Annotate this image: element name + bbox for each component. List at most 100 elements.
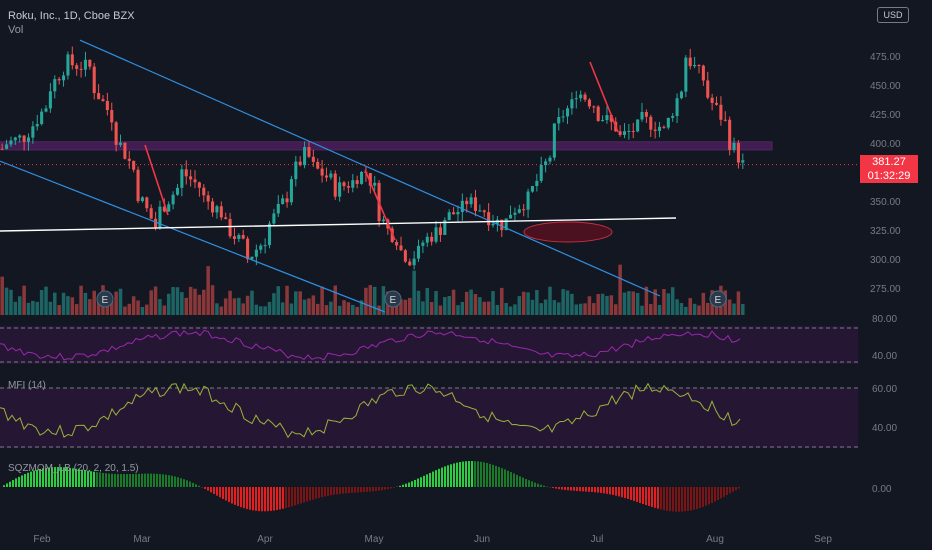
sqz-bar: [711, 487, 713, 504]
sqz-bar: [411, 481, 413, 487]
candle-body: [57, 79, 61, 81]
candle-body: [22, 135, 26, 142]
sqz-bar: [15, 478, 17, 487]
sqz-bar: [132, 473, 134, 487]
volume-bar: [425, 287, 430, 315]
candle-body: [666, 117, 670, 128]
candle-body: [557, 116, 561, 124]
rsi-pane-band: [0, 326, 858, 364]
candle-body: [408, 261, 412, 266]
x-tick-label: Aug: [706, 534, 724, 545]
x-tick-label: Mar: [133, 534, 151, 545]
volume-bar: [197, 294, 202, 315]
candle-body: [465, 200, 469, 205]
candle-body: [189, 176, 193, 180]
x-tick-label: Jul: [591, 534, 604, 545]
volume-bar: [219, 306, 224, 315]
sqz-bar: [51, 467, 53, 487]
sqz-bar: [516, 474, 518, 487]
volume-bar: [618, 264, 622, 315]
volume-bar: [145, 304, 149, 315]
candle-body: [118, 142, 123, 145]
sqz-bar: [237, 487, 239, 507]
sqz-bar: [573, 487, 575, 491]
volume-bar: [574, 304, 579, 315]
sqz-bar: [708, 487, 710, 505]
volume-bar: [48, 301, 53, 315]
sqz-bar: [360, 487, 362, 493]
candle-body: [228, 219, 232, 237]
volume-bar: [653, 289, 657, 315]
resistance-zone: [0, 141, 773, 151]
candle-body: [631, 130, 635, 132]
sqz-bar: [72, 468, 74, 487]
candle-body: [530, 186, 534, 192]
sqz-bar: [264, 487, 266, 512]
sqz-bar: [597, 487, 599, 493]
sqz-bar: [627, 487, 629, 500]
sqz-bar: [393, 487, 395, 488]
sqz-bar: [357, 487, 359, 493]
sqz-bar: [285, 487, 287, 509]
sqz-bar: [474, 461, 476, 487]
sqz-bar: [510, 472, 512, 487]
candle-body: [263, 245, 267, 247]
candle-body: [443, 220, 447, 235]
candle-body: [62, 75, 66, 81]
sqz-bar: [735, 487, 737, 491]
candle-body: [140, 197, 144, 202]
sqz-bar: [315, 487, 317, 499]
sqz-bar: [75, 468, 77, 487]
sqz-bar: [309, 487, 311, 501]
sqz-bar: [276, 487, 278, 511]
candle-body: [701, 65, 705, 81]
sqz-bar: [456, 462, 458, 487]
earnings-label: E: [102, 295, 109, 306]
candle-body: [706, 80, 710, 98]
candle-body: [684, 57, 688, 92]
candle-body: [697, 65, 701, 67]
candle-body: [70, 54, 74, 66]
candle-body: [237, 235, 241, 239]
sqz-bar: [249, 487, 251, 510]
sqz-bar: [150, 473, 152, 487]
sqz-bar: [333, 487, 335, 495]
currency-badge[interactable]: USD: [877, 7, 909, 23]
volume-bar: [96, 299, 101, 315]
indicator-tick-label: 40.00: [872, 423, 897, 434]
sqz-bar: [555, 487, 557, 489]
volume-bar: [416, 290, 421, 315]
sqz-bar: [18, 476, 20, 487]
volume-bar: [276, 286, 281, 315]
candle-body: [9, 140, 13, 145]
candle-body: [675, 98, 679, 116]
indicator-tick-label: 80.00: [872, 314, 897, 325]
volume-bar: [635, 292, 640, 315]
volume-bar: [548, 286, 552, 315]
sqz-bar: [177, 477, 179, 487]
volume-bar: [456, 305, 460, 315]
sqz-bar: [342, 487, 344, 494]
candle-body: [267, 223, 272, 246]
volume-bar: [307, 298, 311, 315]
sqz-bar: [522, 477, 524, 487]
sqz-bar: [426, 474, 428, 487]
sqz-bar: [618, 487, 620, 497]
volume-bar: [478, 297, 482, 315]
volume-bar: [258, 306, 263, 315]
volume-bar: [123, 306, 127, 315]
candle-body: [434, 227, 438, 242]
candle-body: [640, 112, 644, 120]
earnings-marker: [709, 290, 727, 308]
volume-bar: [241, 303, 245, 315]
volume-bar: [526, 292, 530, 315]
sqz-bar: [624, 487, 626, 499]
volume-bar: [210, 285, 215, 315]
candle-body: [583, 94, 587, 100]
candle-body: [320, 168, 324, 176]
sqz-bar: [588, 487, 590, 492]
volume-bar: [4, 287, 9, 315]
sqz-bar: [60, 467, 62, 487]
sqz-bar: [162, 474, 164, 487]
